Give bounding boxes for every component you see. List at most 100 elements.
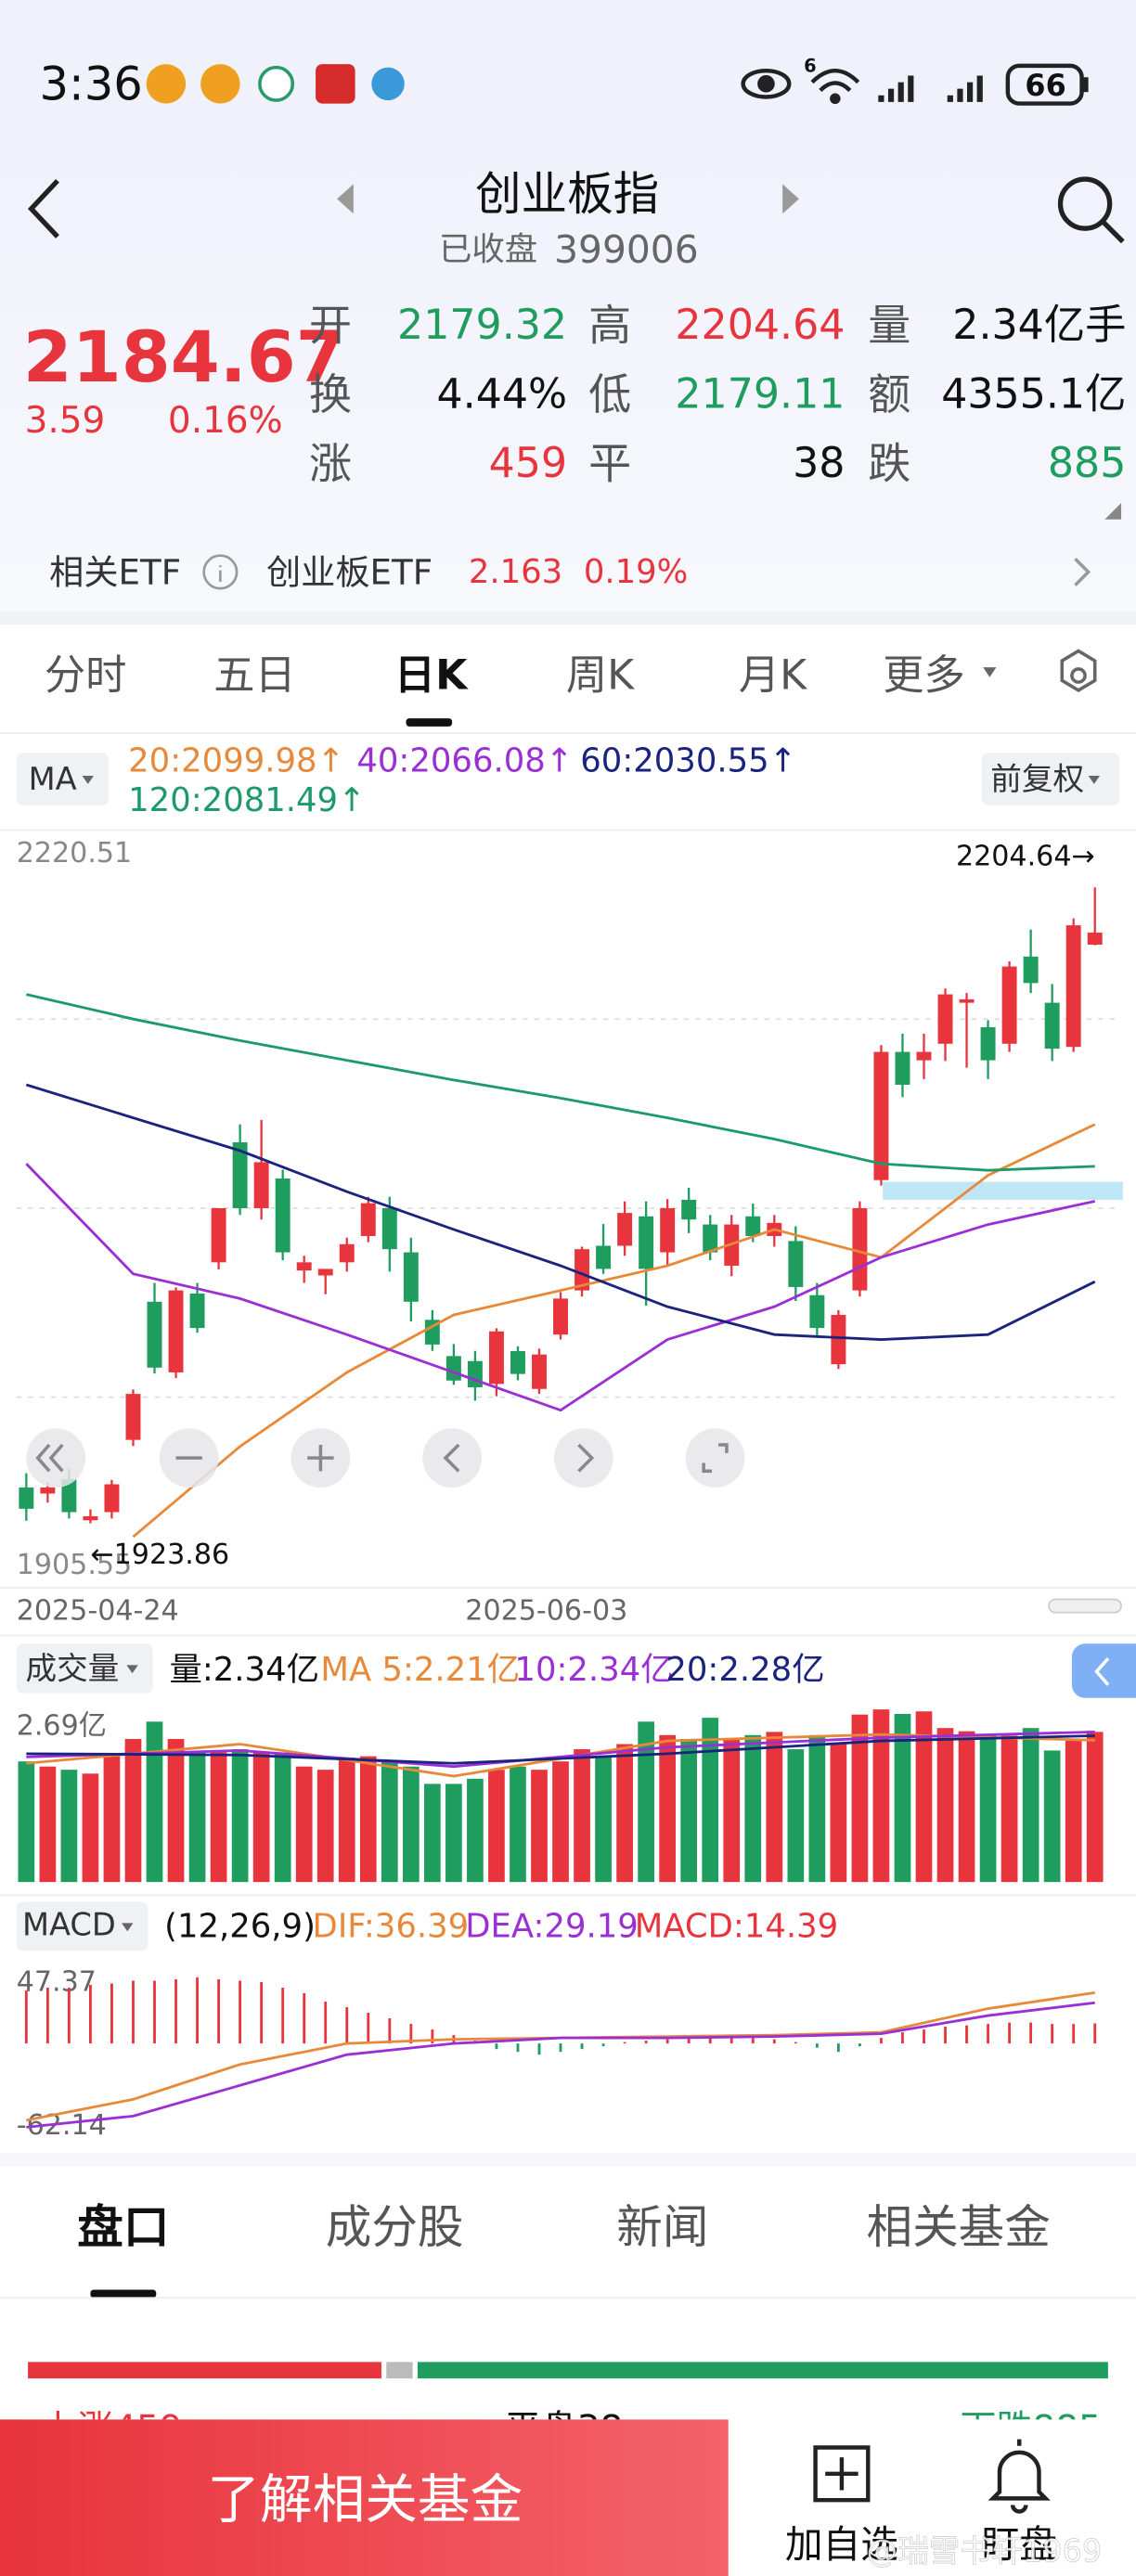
- candle-body: [168, 1290, 184, 1372]
- chart-guides: [16, 1018, 1122, 1398]
- period-tab[interactable]: 更多: [883, 652, 965, 700]
- price-change-pct: 0.16%: [168, 400, 283, 442]
- candle-body: [980, 1026, 996, 1061]
- candle-body: [147, 1301, 162, 1368]
- settings-button[interactable]: [1060, 649, 1097, 693]
- chart-control[interactable]: [422, 1428, 483, 1488]
- add-watchlist-icon[interactable]: [813, 2445, 871, 2503]
- legend-entry: 20:2099.98↑: [128, 742, 344, 780]
- volume-bar: [510, 1766, 526, 1883]
- detail-tab[interactable]: 成分股: [326, 2200, 464, 2254]
- period-tab[interactable]: 分时: [45, 652, 127, 700]
- search-button[interactable]: [1057, 176, 1113, 231]
- period-tab[interactable]: 五日: [213, 652, 296, 700]
- field-value: 885: [1048, 440, 1127, 487]
- volume-selector[interactable]: [16, 1643, 153, 1694]
- volume-bar: [295, 1766, 313, 1883]
- candle-body: [1001, 966, 1017, 1044]
- volume-bar: [167, 1738, 185, 1883]
- volume-bar: [936, 1728, 954, 1883]
- volume-bar: [188, 1752, 206, 1883]
- field-value: 2204.64: [675, 302, 845, 349]
- volume-bar: [723, 1738, 741, 1883]
- chart-control[interactable]: [553, 1428, 613, 1488]
- volume-bar: [531, 1770, 548, 1883]
- volume-bar: [231, 1749, 249, 1883]
- market-status: 已收盘: [439, 231, 537, 269]
- alert-icon[interactable]: [988, 2439, 1051, 2514]
- legend-entry: DIF:36.39: [313, 1907, 470, 1945]
- field-label: 高: [588, 301, 631, 351]
- candle-body: [532, 1354, 547, 1389]
- volume-bar: [402, 1766, 420, 1883]
- cta-label[interactable]: 了解相关基金: [207, 2469, 523, 2531]
- macd-line: [26, 2001, 1095, 2129]
- candle-body: [553, 1298, 568, 1335]
- macd-params: (12,26,9): [164, 1907, 316, 1945]
- volume-bar: [445, 1784, 462, 1883]
- top-background: [0, 0, 1136, 612]
- x-tick-label: 2025-04-24: [17, 1594, 179, 1627]
- add-watchlist-label[interactable]: 加自选: [785, 2522, 898, 2567]
- volume-label: 量:2.34亿: [169, 1651, 319, 1689]
- caret: [82, 776, 94, 784]
- ma-line: [26, 993, 1095, 1172]
- volume-bar: [82, 1773, 99, 1883]
- volume-bar: [830, 1744, 847, 1883]
- legend-entry: 20:2.28亿: [665, 1651, 824, 1689]
- adjust-selector[interactable]: [981, 753, 1120, 805]
- tab-underline: [406, 718, 453, 727]
- candle-body: [424, 1320, 440, 1345]
- indicator-label[interactable]: MA: [29, 761, 77, 797]
- expand-triangle[interactable]: [1104, 503, 1122, 520]
- volume-bar: [659, 1734, 677, 1883]
- macd-selector[interactable]: [16, 1901, 148, 1951]
- candle-body: [83, 1515, 98, 1521]
- detail-tab[interactable]: 盘口: [77, 2200, 169, 2254]
- chart-control[interactable]: [685, 1428, 745, 1488]
- candle-body: [339, 1243, 355, 1263]
- side-panel-arrow: [1094, 1657, 1110, 1686]
- legend-entry: 60:2030.55↑: [580, 742, 796, 780]
- volume-bar: [274, 1752, 291, 1883]
- volume-bar: [552, 1761, 569, 1883]
- macd-title[interactable]: MACD: [22, 1907, 116, 1943]
- highlight-band: [883, 1181, 1123, 1201]
- volume-title[interactable]: 成交量: [25, 1650, 119, 1686]
- candle-body: [895, 1051, 910, 1085]
- header-icons[interactable]: [28, 176, 1125, 244]
- period-tab[interactable]: 月K: [739, 652, 807, 700]
- candle-body: [360, 1203, 376, 1237]
- page-title: 创业板指: [475, 167, 659, 221]
- chart-control[interactable]: [26, 1428, 86, 1488]
- y-tick-label: 2.69亿: [17, 1709, 107, 1742]
- detail-tab[interactable]: 相关基金: [867, 2200, 1051, 2254]
- candle-body: [381, 1207, 397, 1250]
- detail-tab[interactable]: 新闻: [616, 2200, 708, 2254]
- period-tab[interactable]: 周K: [566, 652, 635, 700]
- candle-body: [788, 1241, 804, 1287]
- field-label: 额: [868, 369, 910, 419]
- back-button[interactable]: [28, 179, 59, 238]
- volume-bar: [616, 1744, 633, 1883]
- candle-body: [916, 1051, 932, 1061]
- more-caret[interactable]: [983, 667, 997, 677]
- field-label: 跌: [868, 439, 910, 489]
- breadth-down-bar: [417, 2362, 1108, 2379]
- side-panel-tab[interactable]: [1071, 1643, 1136, 1698]
- period-tab[interactable]: 日K: [394, 652, 469, 700]
- candle-body: [639, 1216, 654, 1269]
- legend-entry: 120:2081.49↑: [128, 781, 366, 819]
- ma-selector[interactable]: [16, 753, 109, 805]
- candle-body: [617, 1213, 633, 1246]
- field-value: 459: [489, 440, 568, 487]
- volume-bar: [872, 1709, 890, 1883]
- status-system-icons: [741, 63, 1089, 106]
- volume-bar: [252, 1752, 270, 1883]
- adjust-label[interactable]: 前复权: [990, 761, 1084, 797]
- cta-button[interactable]: [0, 2419, 729, 2576]
- etf-name[interactable]: 创业板ETF: [266, 551, 432, 592]
- caret: [1088, 776, 1101, 784]
- alert-label[interactable]: 盯盘: [981, 2522, 1056, 2567]
